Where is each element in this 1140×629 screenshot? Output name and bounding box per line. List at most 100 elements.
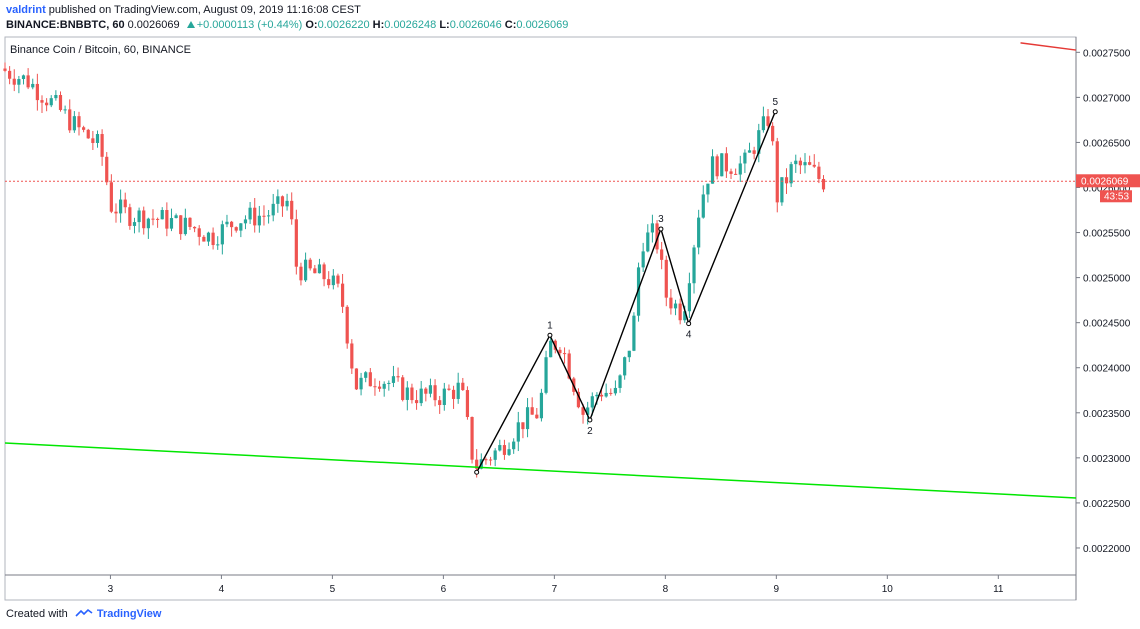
candle-body <box>650 223 655 233</box>
candle-body <box>359 377 363 390</box>
candle-body <box>525 407 530 430</box>
candle-body <box>410 387 414 401</box>
y-tick-label: 0.0024000 <box>1083 364 1131 375</box>
candle-body <box>382 383 386 389</box>
candle-body <box>331 275 335 286</box>
trendlines[interactable] <box>4 42 1077 499</box>
elliott-wave[interactable]: 1 2 3 4 5 <box>474 97 779 475</box>
wave-point-marker <box>474 469 480 475</box>
candle-body <box>419 388 423 404</box>
candle-body <box>322 264 326 280</box>
candle-body <box>211 232 215 246</box>
candle-body <box>465 390 470 418</box>
candle-body <box>664 259 668 298</box>
candle-body <box>387 382 391 384</box>
candle-body <box>345 306 349 344</box>
ohlc-legend: BINANCE:BNBBTC, 60 0.0026069 +0.0000113 … <box>6 19 568 31</box>
x-tick-label: 4 <box>219 584 225 595</box>
candle-body <box>188 217 192 227</box>
y-tick-label: 0.0025500 <box>1083 229 1131 240</box>
candles <box>3 62 826 478</box>
candle-body <box>710 156 715 184</box>
symbol-label: BINANCE:BNBBTC, 60 <box>6 19 125 31</box>
candle-body <box>45 102 49 106</box>
candle-body <box>618 375 622 388</box>
candle-body <box>530 407 534 415</box>
candle-body <box>562 353 567 355</box>
x-tick-label: 6 <box>441 584 447 595</box>
tradingview-brand[interactable]: TradingView <box>96 608 162 620</box>
candle-body <box>493 450 497 460</box>
candle-body <box>119 199 123 214</box>
candle-body <box>821 178 826 190</box>
candle-body <box>183 217 187 235</box>
time-axis: 3 4 5 6 7 8 9 10 11 <box>108 575 1004 595</box>
plot-frame <box>4 36 1077 601</box>
candle-body <box>660 249 664 260</box>
candle-body <box>82 127 86 130</box>
candle-body <box>567 353 571 379</box>
y-tick-label: 0.0022500 <box>1083 499 1131 510</box>
chart-header: valdrint published on TradingView.com, A… <box>0 0 1140 36</box>
up-arrow-icon <box>186 21 195 28</box>
candle-body <box>137 210 141 223</box>
y-tick-label: 0.0023500 <box>1083 409 1131 420</box>
candle-body <box>512 441 516 450</box>
candle-body <box>396 376 400 378</box>
candle-body <box>752 150 756 154</box>
current-price-box <box>1076 174 1140 188</box>
candle-body <box>257 215 261 226</box>
candle-body <box>581 407 585 415</box>
candle-body <box>798 160 802 166</box>
y-tick-label: 0.0025000 <box>1083 274 1131 285</box>
candle-body <box>220 224 224 245</box>
current-price-label: 0.0026069 <box>1081 176 1129 187</box>
candle-body <box>428 385 433 394</box>
candle-body <box>724 153 728 172</box>
candle-body <box>3 68 7 71</box>
candle-body <box>132 222 137 226</box>
high-label: H: <box>372 19 385 31</box>
candle-body <box>502 445 507 455</box>
candle-body <box>521 422 525 430</box>
close-value: 0.0026069 <box>516 19 569 31</box>
candle-body <box>377 386 382 389</box>
candle-body <box>156 218 160 220</box>
candle-body <box>31 83 35 88</box>
candle-body <box>317 264 322 274</box>
candle-body <box>438 400 442 406</box>
candle-body <box>216 244 220 246</box>
candle-body <box>549 340 553 358</box>
candle-body <box>350 343 354 369</box>
candle-body <box>391 376 396 383</box>
candle-body <box>123 199 127 208</box>
candle-body <box>109 182 113 212</box>
price-change: +0.0000113 (+0.44%) <box>196 19 303 31</box>
candle-body <box>812 164 816 167</box>
wave-point-label: 4 <box>686 330 692 341</box>
candle-body <box>734 173 738 175</box>
candle-body <box>165 210 169 229</box>
open-value: 0.0026220 <box>317 19 370 31</box>
candle-body <box>68 109 72 131</box>
candle-body <box>475 459 479 469</box>
candle-body <box>784 177 789 184</box>
candle-body <box>655 223 659 250</box>
author-link[interactable]: valdrint <box>6 4 46 16</box>
candle-body <box>451 389 456 399</box>
candle-body <box>590 396 594 408</box>
candle-body <box>447 388 451 390</box>
candle-body <box>747 150 752 153</box>
candle-body <box>405 387 409 400</box>
candle-body <box>803 162 807 166</box>
y-tick-label: 0.0027000 <box>1083 93 1131 104</box>
candle-body <box>234 227 238 231</box>
y-tick-label: 0.0024500 <box>1083 319 1131 330</box>
candle-body <box>701 194 705 218</box>
y-tick-label: 0.0026000 <box>1083 183 1131 194</box>
candle-body <box>248 207 252 220</box>
last-price: 0.0026069 <box>127 19 180 31</box>
candle-body <box>35 83 39 101</box>
candle-body <box>544 357 548 393</box>
